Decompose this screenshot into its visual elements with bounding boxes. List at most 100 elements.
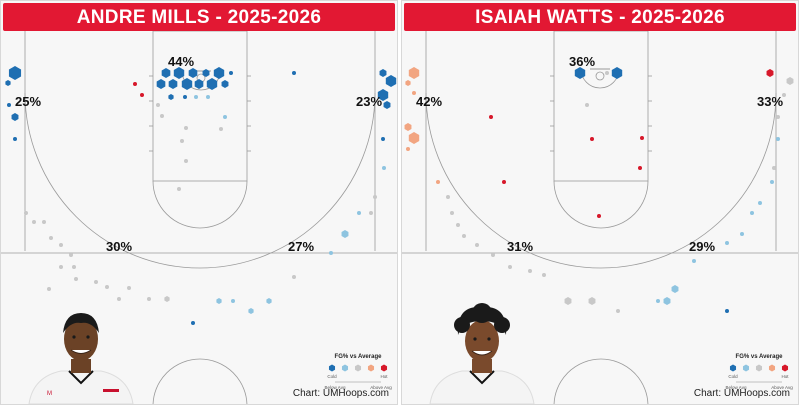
shot-dot [406, 147, 410, 151]
legend-swatch [328, 364, 336, 372]
shot-hexes [5, 66, 397, 325]
shot-dot [725, 309, 729, 313]
shot-dot [42, 220, 46, 224]
shot-hex [663, 297, 671, 305]
shot-dot [59, 265, 63, 269]
shot-dot [177, 187, 181, 191]
legend-swatch [729, 364, 737, 372]
shot-dot [456, 223, 460, 227]
fg-legend: FG% vs Average Cold Hot Below Avg Above Avg [325, 354, 393, 390]
shot-dot [105, 285, 109, 289]
zone-label-left-wing: 31% [507, 239, 533, 254]
legend-title: FG% vs Average [736, 354, 784, 360]
shot-dot [528, 269, 532, 273]
court-lines [402, 31, 798, 404]
fg-legend: FG% vs Average Cold Hot Below Avg Above Avg [726, 354, 794, 390]
legend-swatch [341, 364, 349, 372]
zone-label-left-corner: 42% [416, 94, 442, 109]
shot-dot [32, 220, 36, 224]
player-photo: M [28, 313, 134, 404]
shot-dot [7, 103, 11, 107]
zone-label-left-corner: 25% [15, 94, 41, 109]
shot-hex [173, 67, 185, 79]
zone-labels: 44% 25% 23% 30% 27% [15, 54, 382, 254]
center-circle [553, 358, 649, 404]
legend-low: Cold [728, 374, 738, 379]
shot-dot [357, 211, 361, 215]
free-throw-circle [152, 180, 248, 229]
shot-dot [381, 137, 385, 141]
shot-dot [369, 211, 373, 215]
shot-dot [147, 297, 151, 301]
shot-dot [24, 211, 28, 215]
shot-hex [194, 79, 204, 89]
shot-dot [191, 321, 195, 325]
shot-dot [183, 95, 187, 99]
shot-hex [408, 132, 420, 144]
shot-dot [184, 126, 188, 130]
shot-hex [564, 297, 572, 305]
shot-dot [770, 180, 774, 184]
legend-below: Below Avg [726, 385, 747, 390]
shot-dot [13, 137, 17, 141]
shot-hex [588, 297, 596, 305]
shot-dot [475, 243, 479, 247]
shot-dot [94, 280, 98, 284]
shot-dot [782, 93, 786, 97]
shot-hex [405, 80, 411, 86]
svg-text:M: M [47, 391, 52, 397]
shot-dot [184, 159, 188, 163]
legend-swatch [354, 364, 362, 372]
shot-hex [213, 67, 225, 79]
zone-label-right-corner: 33% [757, 94, 783, 109]
shot-dot [329, 251, 333, 255]
shot-hex [221, 80, 229, 88]
legend-high: Hot [781, 374, 789, 379]
zone-labels: 36% 42% 33% 31% 29% [416, 54, 783, 254]
legend-swatch [781, 364, 789, 372]
shot-hex [408, 67, 420, 79]
shot-hex [206, 78, 218, 90]
shot-dot [542, 273, 546, 277]
shot-dot [133, 82, 137, 86]
shot-hex [383, 101, 391, 109]
legend-title: FG% vs Average [335, 354, 383, 360]
shot-hex [377, 89, 389, 101]
legend-below: Below Avg [325, 385, 346, 390]
zone-label-right-wing: 27% [288, 239, 314, 254]
shot-dot [640, 136, 644, 140]
shot-dot [127, 286, 131, 290]
player-photo [429, 303, 535, 404]
shot-dot [692, 259, 696, 263]
legend-above: Above Avg [370, 385, 392, 390]
shot-dot [725, 241, 729, 245]
shot-hex [168, 94, 174, 100]
shot-dot [489, 115, 493, 119]
chart-title: ISAIAH WATTS - 2025-2026 [404, 3, 796, 31]
shot-dot [450, 211, 454, 215]
three-point-arc [425, 92, 777, 269]
chart-credit: Chart: UMHoops.com [292, 388, 389, 399]
shot-dot [160, 114, 164, 118]
chart-title: ANDRE MILLS - 2025-2026 [3, 3, 395, 31]
shot-dot [605, 71, 609, 75]
center-circle [152, 358, 248, 404]
shot-dot [219, 127, 223, 131]
shot-hex [404, 123, 412, 131]
shot-dot [69, 253, 73, 257]
zone-label-right-corner: 23% [356, 94, 382, 109]
free-throw-circle [553, 180, 649, 229]
shot-chart-panel-mills: ANDRE MILLS - 2025-2026 44% 25% 23% 30% 27% F… [0, 0, 398, 405]
shot-dot [206, 95, 210, 99]
shot-hex [248, 308, 254, 314]
shot-dot [156, 103, 160, 107]
shot-dot [72, 265, 76, 269]
shot-dot [597, 214, 601, 218]
shot-dot [74, 277, 78, 281]
shot-dot [382, 166, 386, 170]
shot-dot [194, 95, 198, 99]
shot-hex [786, 77, 794, 85]
shot-dot [59, 243, 63, 247]
shot-hex [216, 298, 222, 304]
shot-dot [740, 232, 744, 236]
